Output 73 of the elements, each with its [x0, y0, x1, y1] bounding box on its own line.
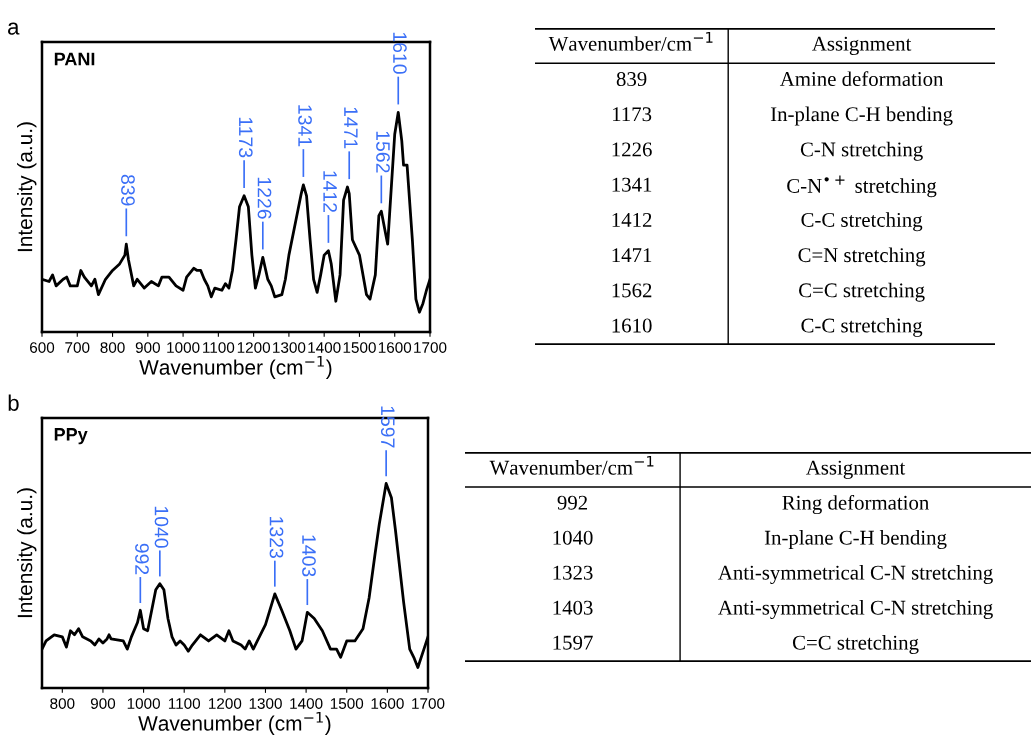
- category-label: Assignment: [805, 460, 906, 479]
- x-tick-label: 900: [90, 698, 116, 709]
- text: 1226: [612, 142, 652, 157]
- x-tick-label: 1500: [343, 342, 376, 353]
- annotation: 1173: [238, 117, 253, 158]
- x-axis-title: Wavenumber (cm$^{−1}$): [139, 355, 332, 379]
- y-axis-title: Intensity (a.u.): [17, 122, 37, 252]
- x-tick-label: 700: [65, 342, 90, 353]
- text: Anti-symmetrical C-N stretching: [718, 565, 993, 584]
- text: Anti-symmetrical C-N stretching: [718, 600, 993, 619]
- text: Ring deformation: [782, 494, 929, 515]
- annotation: 1610: [393, 32, 407, 74]
- x-tick-label: 900: [135, 342, 160, 353]
- text: 1403: [553, 600, 593, 615]
- x-tick-label: 1700: [412, 698, 445, 709]
- x-tick-label: 1000: [127, 698, 160, 709]
- text: b: [8, 394, 19, 411]
- x-tick-label: 1400: [290, 698, 323, 709]
- text: 1562: [612, 283, 652, 298]
- annotation: 1341: [298, 105, 312, 147]
- text: PPy: [54, 428, 88, 445]
- annotation: 1226: [257, 177, 272, 219]
- x-tick-label: 1500: [330, 698, 364, 709]
- x-tick-label: 1300: [249, 698, 282, 709]
- annotation: 1040: [154, 506, 169, 548]
- annotation: 1562: [376, 131, 390, 173]
- text: 1597: [553, 635, 593, 650]
- category-label: Assignment: [812, 36, 912, 56]
- text: C=C stretching: [792, 635, 919, 654]
- x-tick-label: 1200: [237, 342, 271, 353]
- text: In-plane C-H bending: [770, 106, 953, 126]
- annotation: 839: [121, 174, 135, 206]
- text: 839: [616, 71, 647, 87]
- x-tick-label: 1100: [168, 698, 201, 709]
- text: C-C stretching: [801, 317, 923, 337]
- category-label: Wavenumber/cm$^{−1}$: [548, 32, 713, 51]
- annotation: 1403: [302, 535, 316, 577]
- x-tick-label: 1100: [203, 342, 235, 353]
- text: 1412: [612, 212, 652, 227]
- annotation: 1597: [380, 406, 395, 448]
- text: 1471: [612, 248, 652, 262]
- x-tick-label: 1600: [371, 698, 404, 709]
- annotation: 1412: [323, 171, 337, 213]
- text: 1323: [553, 565, 593, 580]
- text: 1610: [612, 318, 652, 333]
- text: a: [8, 22, 20, 35]
- text: 1341: [612, 177, 652, 192]
- annotation: 1471: [344, 107, 358, 149]
- x-tick-label: 600: [30, 342, 55, 353]
- annotation: 1323: [269, 517, 284, 558]
- text: 1040: [553, 530, 593, 545]
- x-axis-title: Wavenumber (cm$^{−1}$): [138, 711, 331, 735]
- x-tick-label: 1400: [308, 342, 341, 353]
- category-label: Wavenumber/cm$^{−1}$: [489, 455, 654, 475]
- x-tick-label: 800: [50, 698, 75, 709]
- text: 992: [557, 495, 588, 510]
- x-tick-label: 1200: [209, 698, 242, 709]
- x-tick-label: 1000: [167, 342, 200, 353]
- text: 1173: [612, 107, 652, 122]
- x-tick-label: 800: [100, 342, 125, 353]
- annotation: 992: [135, 543, 149, 575]
- y-axis-title: Intensity (a.u.): [17, 488, 37, 618]
- text: C-N$^{•+}$ stretching: [787, 175, 937, 198]
- x-tick-label: 1600: [378, 342, 412, 353]
- text: C=C stretching: [799, 282, 925, 302]
- text: PANI: [54, 52, 95, 66]
- text: In-plane C-H bending: [764, 530, 947, 549]
- x-tick-label: 1700: [414, 342, 447, 353]
- x-tick-label: 1300: [273, 342, 306, 353]
- text: C-C stretching: [801, 212, 923, 232]
- text: C-N stretching: [800, 141, 923, 161]
- text: Amine deformation: [779, 71, 944, 87]
- text: C=N stretching: [798, 247, 926, 267]
